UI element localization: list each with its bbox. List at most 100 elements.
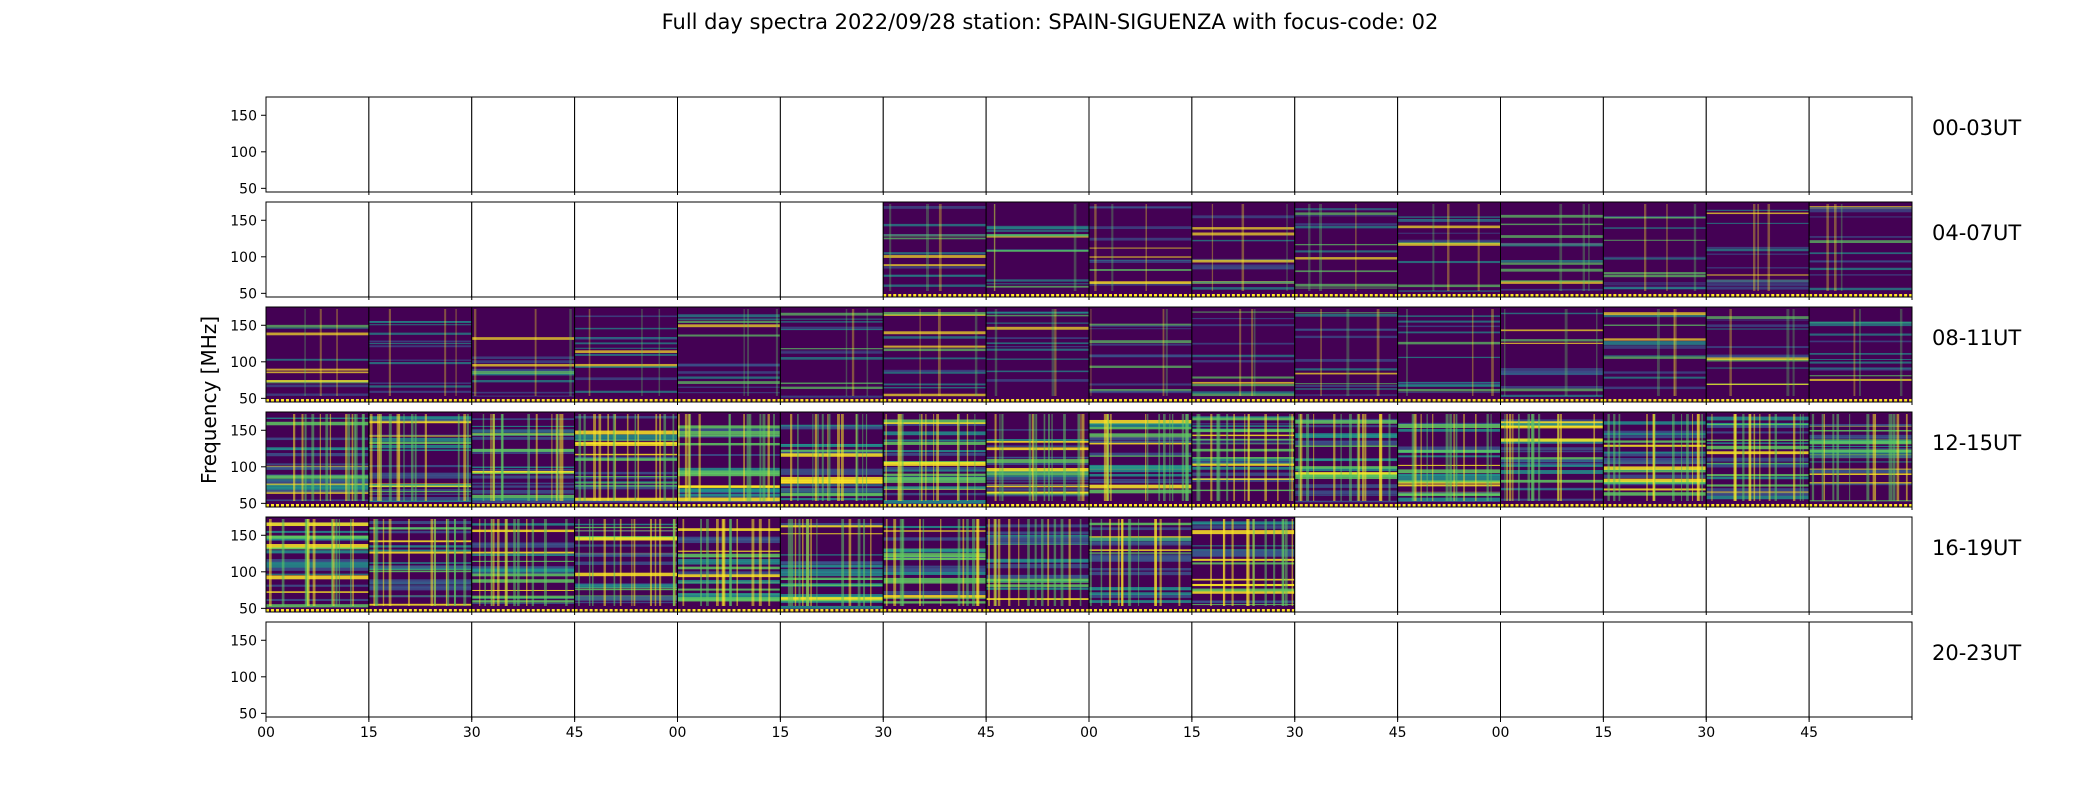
bottom-marker [1179, 609, 1182, 612]
burst-streak [1043, 414, 1046, 501]
bottom-marker [1706, 399, 1710, 402]
bottom-marker [281, 504, 284, 507]
bottom-marker [1683, 399, 1687, 402]
bottom-marker [1726, 504, 1730, 507]
bottom-marker [1560, 294, 1564, 297]
emission-band [883, 266, 987, 269]
emission-band [574, 497, 678, 501]
bottom-marker [1286, 294, 1290, 297]
emission-band [1397, 225, 1501, 229]
emission-band [1089, 527, 1192, 531]
emission-band [1089, 427, 1192, 430]
bottom-marker [850, 504, 854, 507]
bottom-marker [727, 504, 731, 507]
emission-band [471, 436, 575, 440]
bottom-marker [1834, 294, 1838, 297]
burst-streak [1079, 519, 1082, 606]
panel-background [1089, 622, 1192, 717]
emission-band [1294, 208, 1398, 210]
spectrum-panel [677, 306, 781, 405]
burst-streak [812, 414, 814, 501]
emission-band [1191, 383, 1295, 387]
burst-streak [936, 414, 940, 501]
bottom-marker [1492, 399, 1496, 402]
bottom-marker [722, 504, 726, 507]
emission-band [1809, 445, 1912, 448]
burst-streak [1346, 309, 1350, 396]
emission-band [574, 443, 678, 446]
bottom-marker [1628, 399, 1632, 402]
bottom-marker [1149, 504, 1152, 507]
panel-background [1397, 97, 1501, 192]
bottom-marker [1407, 294, 1411, 297]
bottom-marker [1006, 609, 1010, 612]
emission-band [1294, 383, 1398, 385]
bottom-marker [697, 399, 701, 402]
bottom-marker [566, 399, 570, 402]
emission-band [780, 584, 884, 587]
bottom-marker [1006, 294, 1010, 297]
bottom-marker [780, 609, 784, 612]
bottom-marker [639, 399, 643, 402]
burst-streak [966, 519, 969, 606]
burst-streak [885, 519, 888, 606]
burst-streak [1094, 204, 1097, 291]
burst-streak [388, 309, 391, 396]
burst-streak [1774, 414, 1777, 501]
bottom-marker [604, 609, 608, 612]
burst-streak [490, 414, 492, 501]
bottom-marker [1266, 399, 1270, 402]
bottom-marker [1397, 294, 1401, 297]
bottom-marker [1889, 504, 1893, 507]
bottom-marker [281, 609, 284, 612]
panel-grid [265, 96, 1913, 720]
emission-band [986, 564, 1089, 566]
burst-streak [1233, 414, 1235, 501]
emission-band [883, 569, 987, 574]
burst-streak [1060, 519, 1064, 606]
bottom-marker [1231, 399, 1235, 402]
spectrum-panel [985, 621, 1090, 720]
bottom-marker [281, 399, 284, 402]
burst-streak [1239, 309, 1242, 396]
emission-band [1397, 464, 1501, 466]
burst-streak [1874, 414, 1877, 501]
emission-band [1706, 212, 1810, 215]
bottom-marker [1179, 399, 1182, 402]
bottom-marker [1658, 504, 1662, 507]
bottom-marker [1600, 399, 1604, 402]
spectrum-panel [779, 96, 884, 195]
bottom-marker [1144, 294, 1147, 297]
spectrum-panel [265, 516, 370, 615]
bottom-marker [898, 294, 902, 297]
emission-band [1603, 216, 1707, 219]
x-tick-label: 45 [1389, 725, 1407, 741]
emission-band [1706, 445, 1810, 450]
spectrum-panel [1088, 411, 1193, 510]
burst-streak [746, 414, 750, 501]
bottom-marker [1751, 399, 1755, 402]
bottom-marker [1081, 609, 1085, 612]
emission-band [266, 358, 369, 361]
bottom-marker [659, 399, 663, 402]
bottom-marker [408, 504, 412, 507]
burst-streak [361, 414, 365, 501]
burst-streak [1111, 204, 1114, 291]
bottom-marker [331, 399, 334, 402]
bottom-marker [1688, 294, 1692, 297]
bottom-marker [1829, 504, 1833, 507]
bottom-marker [1834, 504, 1838, 507]
burst-streak [857, 519, 861, 606]
bottom-marker [1487, 504, 1491, 507]
bottom-marker [692, 399, 696, 402]
emission-band [1500, 487, 1604, 490]
spectrum-panel [1397, 201, 1501, 300]
bottom-marker [624, 504, 628, 507]
emission-band [986, 337, 1089, 340]
bottom-marker [747, 609, 751, 612]
emission-band [1706, 286, 1810, 290]
bottom-marker [1663, 504, 1667, 507]
bottom-marker [1819, 294, 1823, 297]
panel-background [677, 97, 781, 192]
bottom-marker [1643, 504, 1647, 507]
